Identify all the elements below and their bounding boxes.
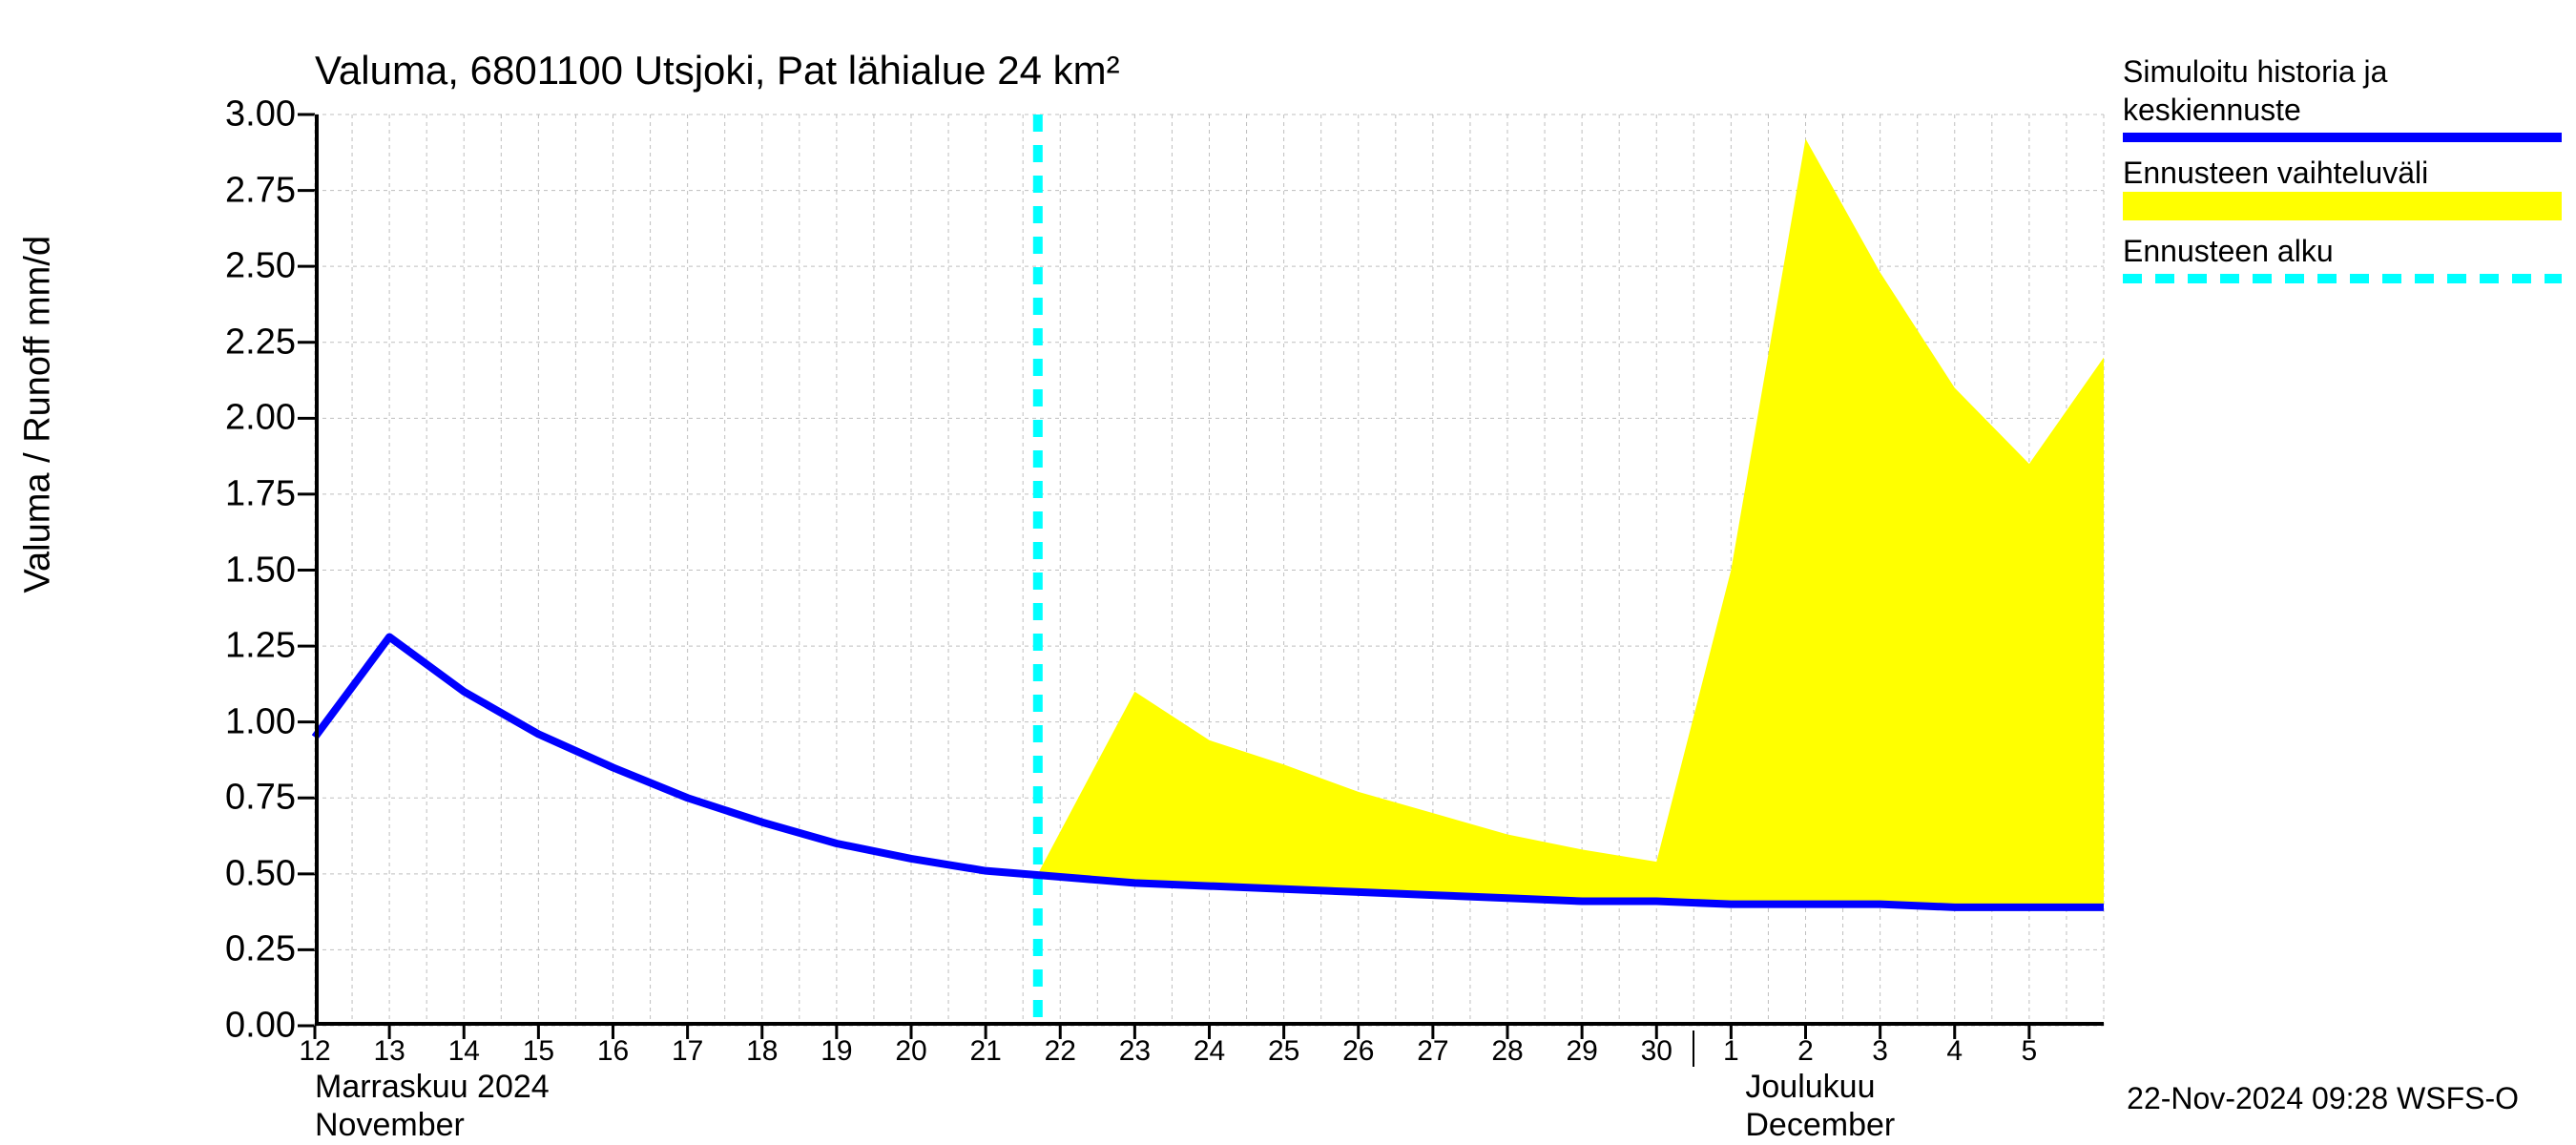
- x-tick-label: 25: [1268, 1035, 1299, 1068]
- y-tick-label: 3.00: [225, 94, 296, 135]
- x-tick-label: 5: [2022, 1035, 2038, 1068]
- x-tick-label: 16: [597, 1035, 629, 1068]
- month-label-nov: Marraskuu 2024: [315, 1069, 550, 1106]
- legend-history-label-2: keskiennuste: [2123, 91, 2562, 129]
- legend-forecast-start-swatch: [2123, 274, 2562, 283]
- x-tick-label: 28: [1491, 1035, 1523, 1068]
- december-divider: [1693, 1030, 1694, 1067]
- legend-history: Simuloitu historia ja keskiennuste: [2123, 52, 2562, 142]
- y-tick-label: 0.50: [225, 853, 296, 894]
- month-label-dec-en: December: [1745, 1107, 1895, 1144]
- x-tick-label: 13: [373, 1035, 405, 1068]
- legend-range-swatch: [2123, 192, 2562, 220]
- x-tick-label: 23: [1119, 1035, 1151, 1068]
- x-tick-label: 2: [1797, 1035, 1814, 1068]
- x-tick-label: 18: [746, 1035, 778, 1068]
- y-tick-label: 0.00: [225, 1006, 296, 1047]
- x-tick-label: 12: [299, 1035, 330, 1068]
- x-tick-label: 4: [1946, 1035, 1963, 1068]
- y-tick-label: 2.50: [225, 246, 296, 287]
- y-tick-label: 1.50: [225, 550, 296, 591]
- x-tick-label: 14: [448, 1035, 480, 1068]
- legend-forecast-start-label: Ennusteen alku: [2123, 232, 2562, 270]
- legend: Simuloitu historia ja keskiennuste Ennus…: [2123, 52, 2562, 288]
- y-tick-label: 0.75: [225, 778, 296, 819]
- x-tick-label: 21: [969, 1035, 1001, 1068]
- y-tick-label: 1.00: [225, 701, 296, 742]
- x-tick-label: 29: [1566, 1035, 1597, 1068]
- legend-history-swatch: [2123, 133, 2562, 142]
- legend-history-label-1: Simuloitu historia ja: [2123, 52, 2562, 91]
- x-tick-label: 24: [1194, 1035, 1225, 1068]
- y-tick-label: 2.00: [225, 398, 296, 439]
- x-tick-label: 19: [821, 1035, 852, 1068]
- x-tick-label: 1: [1723, 1035, 1739, 1068]
- x-tick-label: 17: [672, 1035, 703, 1068]
- x-tick-label: 26: [1342, 1035, 1374, 1068]
- x-tick-label: 3: [1872, 1035, 1888, 1068]
- chart-container: Valuma, 6801100 Utsjoki, Pat lähialue 24…: [0, 0, 2576, 1145]
- y-tick-label: 1.25: [225, 626, 296, 667]
- timestamp: 22-Nov-2024 09:28 WSFS-O: [2127, 1081, 2519, 1116]
- x-tick-label: 15: [523, 1035, 554, 1068]
- legend-range-label: Ennusteen vaihteluväli: [2123, 154, 2562, 192]
- x-tick-label: 30: [1641, 1035, 1672, 1068]
- y-tick-label: 2.25: [225, 322, 296, 363]
- y-tick-label: 0.25: [225, 929, 296, 970]
- legend-range: Ennusteen vaihteluväli: [2123, 154, 2562, 220]
- y-tick-label: 2.75: [225, 170, 296, 211]
- plot-area-border: [315, 114, 2104, 1026]
- x-tick-label: 20: [895, 1035, 926, 1068]
- x-tick-label: 22: [1045, 1035, 1076, 1068]
- y-tick-label: 1.75: [225, 473, 296, 514]
- x-tick-label: 27: [1417, 1035, 1448, 1068]
- legend-forecast-start: Ennusteen alku: [2123, 232, 2562, 283]
- month-label-nov-en: November: [315, 1107, 465, 1144]
- month-label-dec: Joulukuu: [1745, 1069, 1875, 1106]
